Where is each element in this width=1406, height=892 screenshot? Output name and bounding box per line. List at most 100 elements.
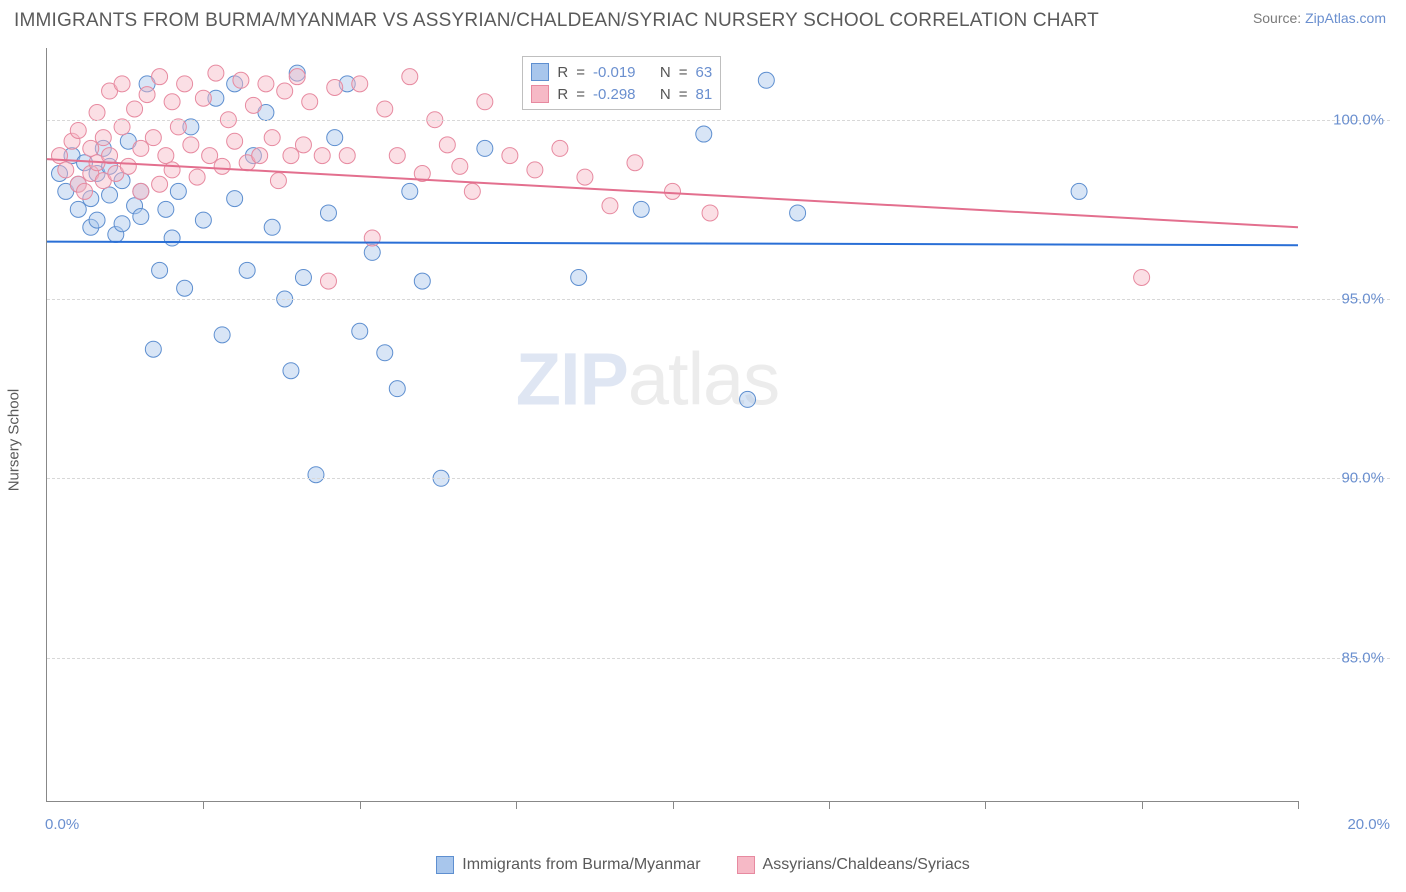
gridline-h [47, 658, 1390, 659]
data-point [245, 148, 261, 164]
data-point [227, 133, 243, 149]
data-point [239, 155, 255, 171]
data-point [108, 166, 124, 182]
stat-N-label: N [660, 86, 671, 103]
data-point [70, 122, 86, 138]
legend-item: Assyrians/Chaldeans/Syriacs [737, 856, 970, 874]
data-point [183, 119, 199, 135]
data-point [364, 230, 380, 246]
data-point [102, 83, 118, 99]
data-point [177, 76, 193, 92]
data-point [139, 87, 155, 103]
data-point [70, 176, 86, 192]
data-point [83, 191, 99, 207]
data-point [227, 191, 243, 207]
data-point [289, 65, 305, 81]
legend-item: Immigrants from Burma/Myanmar [436, 856, 700, 874]
data-point [164, 230, 180, 246]
data-point [52, 148, 68, 164]
data-point [377, 101, 393, 117]
data-point [102, 187, 118, 203]
gridline-h [47, 120, 1390, 121]
data-point [352, 323, 368, 339]
gridline-h [47, 299, 1390, 300]
data-point [402, 183, 418, 199]
data-point [602, 198, 618, 214]
data-point [264, 219, 280, 235]
y-tick-label: 90.0% [1304, 470, 1384, 487]
data-point [790, 205, 806, 221]
data-point [227, 76, 243, 92]
data-point [283, 148, 299, 164]
data-point [277, 83, 293, 99]
data-point [127, 101, 143, 117]
x-tick [1142, 801, 1143, 809]
data-point [502, 148, 518, 164]
data-point [133, 183, 149, 199]
data-point [283, 363, 299, 379]
data-point [214, 327, 230, 343]
data-point [102, 148, 118, 164]
data-point [133, 183, 149, 199]
chart-container: Nursery School ZIPatlas R = -0.019 N = 6… [46, 48, 1390, 832]
data-point [552, 140, 568, 156]
data-point [208, 90, 224, 106]
y-tick-label: 85.0% [1304, 649, 1384, 666]
data-point [527, 162, 543, 178]
data-point [152, 176, 168, 192]
watermark-rest: atlas [628, 338, 779, 421]
data-point [77, 155, 93, 171]
data-point [158, 201, 174, 217]
data-point [152, 262, 168, 278]
data-point [402, 69, 418, 85]
x-tick [1298, 801, 1299, 809]
data-point [114, 173, 130, 189]
legend-swatch [737, 856, 755, 874]
data-point [145, 341, 161, 357]
x-tick [516, 801, 517, 809]
data-point [114, 119, 130, 135]
stat-R-label: R [557, 86, 568, 103]
source-link[interactable]: ZipAtlas.com [1305, 10, 1386, 26]
data-point [177, 280, 193, 296]
y-tick-label: 95.0% [1304, 291, 1384, 308]
data-point [758, 72, 774, 88]
stat-N-label: N [660, 64, 671, 81]
data-point [477, 94, 493, 110]
stat-R-value: -0.019 [593, 64, 636, 81]
data-point [327, 130, 343, 146]
data-point [120, 133, 136, 149]
legend-swatch [436, 856, 454, 874]
stat-R-label: R [557, 64, 568, 81]
data-point [133, 140, 149, 156]
data-point [164, 94, 180, 110]
stat-legend-row: R = -0.298 N = 81 [531, 83, 712, 105]
stat-N-value: 63 [695, 64, 712, 81]
data-point [264, 130, 280, 146]
legend-swatch [531, 85, 549, 103]
data-point [170, 183, 186, 199]
data-point [170, 119, 186, 135]
data-point [83, 166, 99, 182]
data-point [414, 273, 430, 289]
data-point [77, 183, 93, 199]
data-point [127, 198, 143, 214]
trend-line [47, 159, 1298, 227]
data-point [139, 76, 155, 92]
data-point [270, 173, 286, 189]
data-point [289, 69, 305, 85]
stat-eq: = [576, 86, 585, 103]
bottom-legend: Immigrants from Burma/Myanmar Assyrians/… [0, 856, 1406, 874]
plot-area: ZIPatlas R = -0.019 N = 63 R = -0.298 N … [46, 48, 1298, 802]
data-point [320, 273, 336, 289]
data-point [414, 166, 430, 182]
legend-label: Immigrants from Burma/Myanmar [462, 856, 700, 874]
x-tick [360, 801, 361, 809]
data-point [89, 155, 105, 171]
stat-N-value: 81 [695, 86, 712, 103]
data-point [327, 79, 343, 95]
data-point [114, 76, 130, 92]
data-point [58, 183, 74, 199]
legend-swatch [531, 63, 549, 81]
data-point [64, 133, 80, 149]
